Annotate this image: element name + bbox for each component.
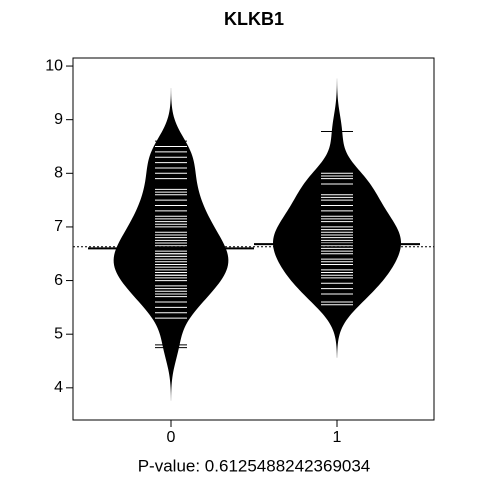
x-tick-label: 0 [167,429,176,446]
y-tick-label: 5 [54,325,63,342]
chart-title: KLKB1 [224,9,284,29]
y-tick-label: 10 [45,57,63,74]
y-tick-label: 6 [54,272,63,289]
y-tick-label: 8 [54,165,63,182]
y-tick-label: 7 [54,218,63,235]
plot-frame [72,57,435,421]
y-tick-label: 4 [54,379,63,396]
bean [113,88,229,401]
y-tick-label: 9 [54,111,63,128]
x-axis-label: P-value: 0.6125488242369034 [138,456,371,475]
bean [273,78,401,358]
x-tick-label: 1 [333,429,342,446]
